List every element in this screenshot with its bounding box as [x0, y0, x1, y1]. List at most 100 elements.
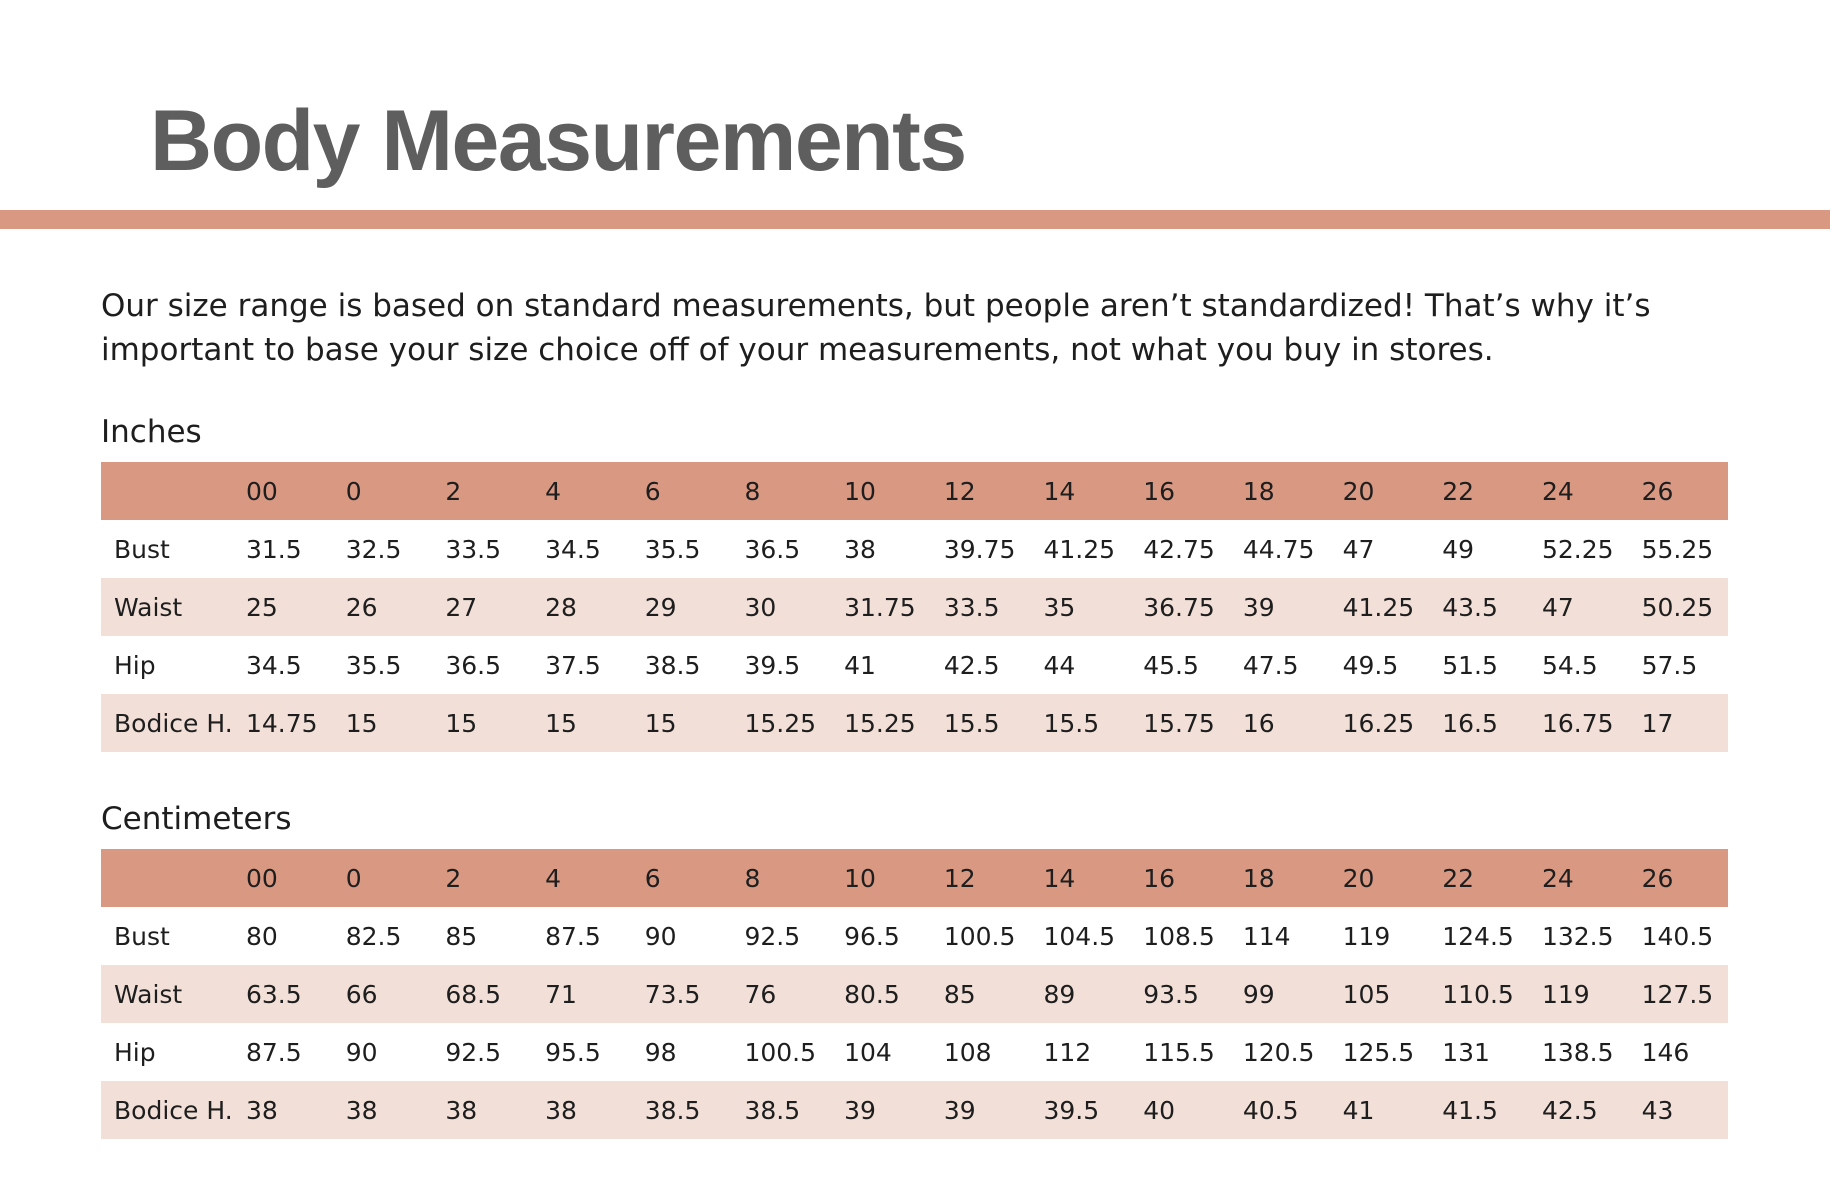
measurement-value: 42.5 — [1541, 1095, 1598, 1125]
measurement-value: 95.5 — [545, 1037, 601, 1067]
measurement-value: 33.5 — [445, 534, 502, 564]
measurement-value: 92.5 — [445, 1037, 502, 1067]
measurement-row: Bust 80 82.5 85 87.5 90 92.5 96.5 100.5 104.5 108.… — [101, 907, 1728, 965]
measurement-row: Hip 87.5 90 92.5 95.5 98 100.5 104 108 112 115.5 12… — [101, 1023, 1728, 1081]
measurement-value: 66 — [345, 979, 378, 1009]
size-header-cell: 18 — [1242, 863, 1275, 893]
measurement-value: 36.5 — [445, 650, 502, 680]
measurement-value: 44.75 — [1242, 534, 1315, 564]
size-header-cell: 14 — [1043, 863, 1076, 893]
measurement-value: 39 — [844, 1095, 876, 1125]
measurement-value: 41 — [1342, 1095, 1375, 1125]
measurement-label: Bodice H. — [114, 708, 233, 738]
intro-line: Our size range is based on standard meas… — [101, 288, 1651, 324]
size-header-cell: 6 — [644, 863, 661, 893]
measurement-value: 39 — [1242, 592, 1275, 622]
measurement-value: 119 — [1541, 979, 1590, 1009]
page-title: Body Measurements — [150, 93, 967, 189]
measurement-value: 76 — [744, 979, 777, 1009]
size-header-cell: 22 — [1442, 863, 1475, 893]
measurement-value: 119 — [1342, 921, 1391, 951]
inches-heading: Inches — [101, 414, 202, 450]
measurement-value: 100.5 — [744, 1037, 817, 1067]
measurement-value: 15.75 — [1143, 708, 1215, 738]
measurement-value: 15.5 — [943, 708, 1000, 738]
measurement-value: 32.5 — [345, 534, 402, 564]
measurement-value: 42.75 — [1143, 534, 1215, 564]
size-header-cell: 26 — [1641, 863, 1674, 893]
measurement-value: 41.25 — [1342, 592, 1415, 622]
size-header-cell: 4 — [545, 476, 561, 506]
measurement-value: 87.5 — [545, 921, 601, 951]
measurement-value: 108.5 — [1143, 921, 1215, 951]
measurement-value: 90 — [345, 1037, 378, 1067]
measurement-value: 16.25 — [1342, 708, 1415, 738]
measurement-value: 47.5 — [1242, 650, 1299, 680]
size-header-cell: 4 — [545, 863, 561, 893]
size-header-row: 00 0 2 4 6 8 10 12 14 16 18 20 22 24 26 — [101, 849, 1728, 907]
measurement-label: Hip — [114, 1037, 156, 1067]
measurement-row: Hip 34.5 35.5 36.5 37.5 38.5 39.5 41 42.5 44 45.5 4… — [101, 636, 1728, 694]
measurement-value: 39 — [943, 1095, 976, 1125]
measurement-value: 85 — [445, 921, 478, 951]
measurement-value: 15.25 — [844, 708, 916, 738]
size-header-cell: 20 — [1342, 476, 1375, 506]
measurement-value: 42.5 — [943, 650, 1000, 680]
measurement-value: 41 — [844, 650, 876, 680]
measurement-value: 35.5 — [345, 650, 402, 680]
measurement-value: 38.5 — [644, 650, 701, 680]
measurement-label: Hip — [114, 650, 156, 680]
measurement-value: 33.5 — [943, 592, 1000, 622]
intro-line: important to base your size choice off o… — [101, 332, 1494, 368]
measurement-value: 15.5 — [1043, 708, 1100, 738]
measurement-row: Bodice H. 38 38 38 38 38.5 38.5 39 39 39.5 40 40.5 4… — [101, 1081, 1728, 1139]
measurement-value: 39.5 — [1043, 1095, 1100, 1125]
centimeters-table: 00 0 2 4 6 8 10 12 14 16 18 20 22 24 26 Bust 80 82.5 85 87.… — [101, 849, 1728, 1139]
measurement-row: Waist 25 26 27 28 29 30 31.75 33.5 35 36.75 39 41.25… — [101, 578, 1728, 636]
measurement-row: Bodice H. 14.75 15 15 15 15 15.25 15.25 15.5 15.5… — [101, 694, 1728, 752]
measurement-value: 34.5 — [246, 650, 302, 680]
measurement-value: 105 — [1342, 979, 1391, 1009]
measurement-value: 114 — [1242, 921, 1291, 951]
measurement-value: 104.5 — [1043, 921, 1116, 951]
measurement-value: 31.5 — [246, 534, 302, 564]
measurement-label: Waist — [114, 592, 183, 622]
measurement-value: 110.5 — [1442, 979, 1514, 1009]
measurement-row: Waist 63.5 66 68.5 71 73.5 76 80.5 85 89 93.5 99 105… — [101, 965, 1728, 1023]
measurement-value: 49 — [1442, 534, 1475, 564]
measurement-value: 38 — [345, 1095, 378, 1125]
measurement-value: 93.5 — [1143, 979, 1199, 1009]
measurement-value: 138.5 — [1541, 1037, 1614, 1067]
measurement-value: 38.5 — [644, 1095, 701, 1125]
measurement-value: 108 — [943, 1037, 992, 1067]
measurement-value: 38.5 — [744, 1095, 801, 1125]
measurement-value: 36.5 — [744, 534, 801, 564]
measurement-value: 26 — [345, 592, 378, 622]
size-header-cell: 18 — [1242, 476, 1275, 506]
measurement-value: 30 — [744, 592, 777, 622]
measurement-label: Bust — [114, 534, 170, 564]
measurement-value: 112 — [1043, 1037, 1092, 1067]
measurement-value: 54.5 — [1541, 650, 1598, 680]
size-header-cell: 22 — [1442, 476, 1475, 506]
measurement-value: 131 — [1442, 1037, 1490, 1067]
size-header-cell: 24 — [1541, 863, 1574, 893]
measurement-value: 87.5 — [246, 1037, 302, 1067]
measurement-value: 40.5 — [1242, 1095, 1299, 1125]
size-header-cell: 2 — [445, 476, 462, 506]
measurement-value: 38 — [445, 1095, 478, 1125]
measurement-value: 140.5 — [1641, 921, 1714, 951]
measurement-value: 15 — [345, 708, 378, 738]
measurement-value: 16.5 — [1442, 708, 1498, 738]
measurement-label: Bodice H. — [114, 1095, 233, 1125]
measurement-value: 15 — [644, 708, 677, 738]
size-header-cell: 16 — [1143, 863, 1175, 893]
measurement-value: 52.25 — [1541, 534, 1614, 564]
intro-paragraph: Our size range is based on standard meas… — [101, 284, 1801, 372]
measurement-value: 132.5 — [1541, 921, 1614, 951]
measurement-value: 82.5 — [345, 921, 402, 951]
measurement-value: 34.5 — [545, 534, 601, 564]
inches-table: 00 0 2 4 6 8 10 12 14 16 18 20 22 24 26 Bust 31.5 32.5 33.… — [101, 462, 1728, 752]
measurement-value: 15.25 — [744, 708, 817, 738]
size-header-cell: 0 — [345, 476, 362, 506]
